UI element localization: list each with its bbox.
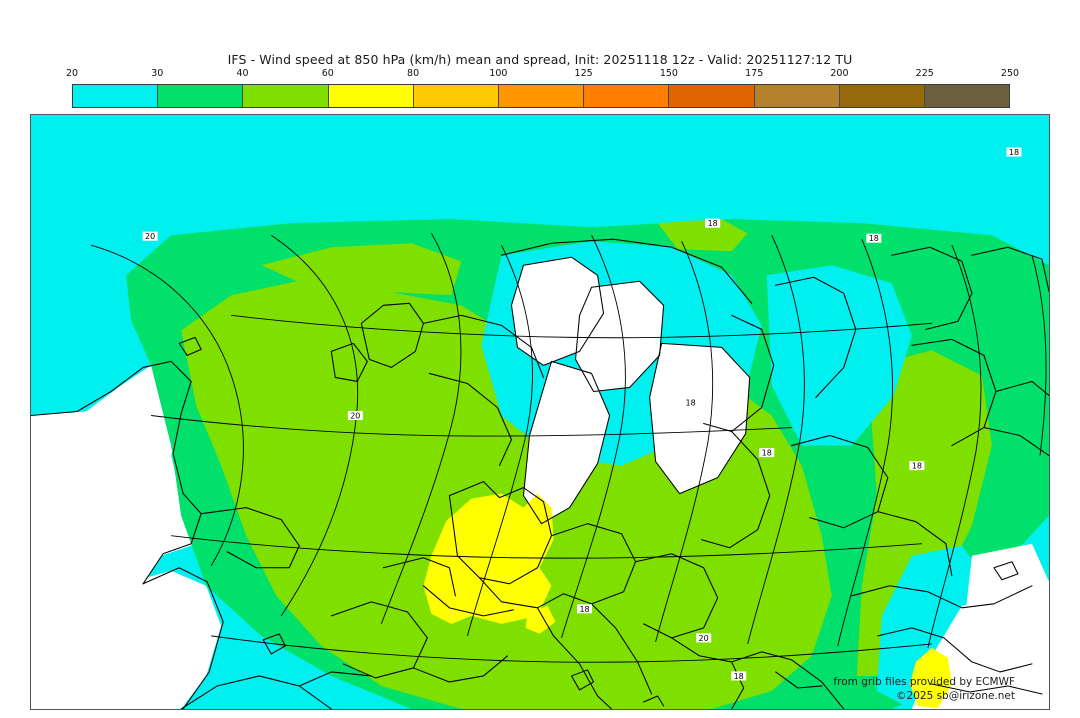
page-title: IFS - Wind speed at 850 hPa (km/h) mean … (227, 52, 853, 67)
colorbar-tick-labels: 20 30 40 60 80 100 125 150 175 200 225 250 (66, 68, 1019, 82)
colorbar-segment-10 (924, 85, 1010, 107)
contour-label-group: 20 18 18 18 18 18 18 20 18 20 18 (142, 147, 1022, 681)
colorbar-segment-8 (754, 85, 840, 107)
contour-label-3: 18 (912, 462, 922, 471)
below-20-norwegian-sea (649, 343, 750, 494)
band-20-30-baltic (766, 265, 912, 446)
contour-label-bg (909, 461, 925, 471)
colorbar-tick-30: 30 (151, 68, 164, 79)
colorbar-segment-1 (158, 85, 244, 107)
colorbar-tick-40: 40 (236, 68, 249, 79)
colorbar-segment-2 (243, 85, 329, 107)
contour-label-bg (142, 231, 158, 241)
contour-label-5: 18 (869, 234, 879, 243)
contour-label-0: 20 (350, 412, 360, 421)
colorbar-tick-200: 200 (830, 68, 849, 79)
band-40-60-north (261, 243, 462, 296)
colorbar-tick-225: 225 (915, 68, 934, 79)
contour-label-bg (683, 397, 699, 407)
colorbar-tick-250: 250 (1000, 68, 1020, 79)
band-60-80-balkan (909, 647, 952, 708)
contour-label-10: 18 (1009, 148, 1019, 157)
contour-label-bg (577, 604, 593, 614)
below-20-iberia (31, 355, 200, 709)
contour-label-bg (1006, 147, 1022, 157)
contour-label-bg (866, 233, 882, 243)
colorbar-tick-60: 60 (321, 68, 334, 79)
below-20-scandinavia-b (575, 281, 664, 392)
colorbar-tick-175: 175 (745, 68, 764, 79)
map-canvas: 20 18 18 18 18 18 18 20 18 20 18 (31, 115, 1049, 709)
colorbar-segment-5 (498, 85, 585, 107)
colorbar-gradient (72, 84, 1010, 108)
contour-label-bg (731, 671, 747, 681)
contour-label-8: 18 (734, 672, 744, 681)
band-30-40-ne-fringe (731, 227, 832, 274)
wind-speed-shading (31, 115, 1049, 709)
colorbar-tick-20: 20 (65, 68, 79, 79)
contour-label-bg (759, 448, 775, 458)
colorbar-segment-0 (73, 85, 159, 107)
below-20-scandinavia-c (523, 361, 610, 524)
band-40-60-east (856, 350, 992, 676)
below-20-atlantic-sw (91, 570, 222, 709)
contour-label-bg (705, 218, 721, 228)
colorbar-tick-80: 80 (407, 68, 420, 79)
map-panel[interactable]: 20 18 18 18 18 18 18 20 18 20 18 from grib files p… (30, 114, 1050, 710)
contour-label-2: 18 (762, 449, 772, 458)
colorbar-segment-3 (328, 85, 414, 107)
contour-label-bg (696, 633, 712, 643)
spread-contours (90, 232, 1047, 663)
colorbar-tick-150: 150 (659, 68, 678, 79)
contour-label-1: 18 (686, 398, 696, 407)
colorbar-tick-125: 125 (574, 68, 593, 79)
contour-label-6: 18 (579, 605, 589, 614)
contour-label-bg (347, 410, 363, 421)
contour-label-4: 18 (708, 219, 718, 228)
colorbar-segment-9 (839, 85, 925, 107)
contour-label-7: 20 (699, 634, 709, 643)
colorbar-tick-100: 100 (489, 68, 508, 79)
colorbar-legend: 20 30 40 60 80 100 125 150 175 200 225 250 (66, 68, 1019, 108)
band-60-80-central (423, 493, 554, 624)
colorbar-segment-6 (584, 85, 670, 107)
colorbar-segment-7 (669, 85, 755, 107)
contour-label-9: 20 (145, 232, 155, 241)
band-40-60-far-north (657, 219, 748, 252)
colorbar-segment-4 (413, 85, 499, 107)
